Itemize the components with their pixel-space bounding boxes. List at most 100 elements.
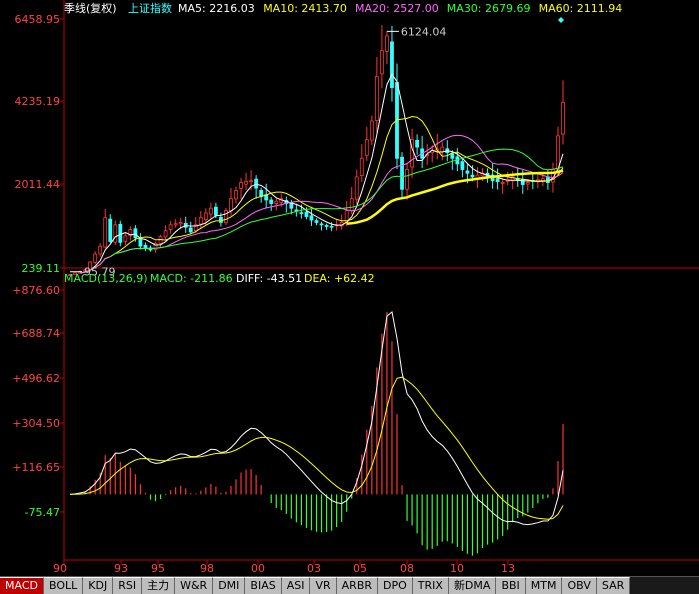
ma-line bbox=[109, 148, 564, 258]
candle-body bbox=[274, 200, 279, 204]
diff-line bbox=[69, 310, 564, 526]
candle-body bbox=[510, 176, 515, 182]
candle-body bbox=[329, 225, 334, 228]
ma-legend-item: MA5: 2216.03 bbox=[178, 2, 255, 15]
candle-body bbox=[143, 244, 148, 249]
candle-body bbox=[294, 209, 299, 212]
candle-body bbox=[234, 190, 238, 200]
candle-body bbox=[168, 224, 173, 230]
candle-body bbox=[319, 223, 324, 226]
ma-legend-item: MA10: 2413.70 bbox=[263, 2, 347, 15]
candle-body bbox=[400, 156, 404, 190]
tab-bbi[interactable]: BBI bbox=[496, 577, 526, 594]
price-tick-label: 6458.95 bbox=[15, 13, 61, 26]
candle-body bbox=[390, 41, 394, 88]
candle-body bbox=[385, 35, 389, 52]
chart-frame bbox=[60, 0, 699, 565]
macd-tick-label: +304.50 bbox=[12, 417, 60, 430]
symbol-label: 上证指数 bbox=[128, 1, 172, 15]
macd-tick-label: +116.65 bbox=[12, 461, 60, 474]
tab-boll[interactable]: BOLL bbox=[43, 577, 84, 594]
candle-body bbox=[183, 222, 188, 228]
candle-body bbox=[213, 206, 218, 216]
price-tick-label: 239.11 bbox=[22, 262, 61, 275]
tab-obv[interactable]: OBV bbox=[562, 577, 597, 594]
tab-dma[interactable]: 新DMA bbox=[448, 577, 497, 594]
x-tick-label: 90 bbox=[53, 562, 67, 575]
x-tick-label: 05 bbox=[353, 562, 367, 575]
tab-w-r[interactable]: W&R bbox=[175, 577, 214, 594]
candle-body bbox=[138, 238, 143, 247]
candle-body bbox=[153, 242, 158, 251]
annotation-label: 6124.04 bbox=[401, 25, 447, 38]
tab-rsi[interactable]: RSI bbox=[113, 577, 143, 594]
x-tick-label: 95 bbox=[151, 562, 165, 575]
macd-tick-label: -75.47 bbox=[25, 506, 60, 519]
candle-body bbox=[324, 225, 329, 227]
candle-body bbox=[450, 153, 455, 159]
tab-bias[interactable]: BIAS bbox=[245, 577, 282, 594]
macd-label: MACD(13,26,9) bbox=[64, 272, 148, 285]
candle-body bbox=[113, 224, 118, 243]
candle-body bbox=[354, 176, 359, 200]
macd-tick-label: +496.62 bbox=[12, 372, 60, 385]
candle-body bbox=[465, 170, 470, 174]
candle-body bbox=[239, 182, 243, 189]
x-tick-label: 13 bbox=[501, 562, 515, 575]
tab-trix[interactable]: TRIX bbox=[412, 577, 449, 594]
tab-dpo[interactable]: DPO bbox=[378, 577, 413, 594]
x-tick-label: 10 bbox=[450, 562, 464, 575]
latest-marker bbox=[558, 17, 564, 23]
candle-body bbox=[415, 140, 420, 148]
candle-body bbox=[254, 178, 259, 189]
candle-body bbox=[93, 253, 98, 263]
candle-body bbox=[198, 217, 203, 225]
candle-body bbox=[244, 181, 248, 185]
candle-body bbox=[405, 169, 409, 190]
tab-sar[interactable]: SAR bbox=[596, 577, 631, 594]
candle-body bbox=[259, 189, 264, 197]
candle-body bbox=[178, 222, 183, 225]
tab-[interactable]: 主力 bbox=[142, 577, 176, 594]
candle-body bbox=[369, 120, 374, 141]
macd-tick-label: +688.74 bbox=[12, 327, 60, 340]
tab-asi[interactable]: ASI bbox=[281, 577, 311, 594]
candle-body bbox=[128, 229, 133, 237]
moving-average-lines bbox=[80, 73, 564, 274]
tab-vr[interactable]: VR bbox=[310, 577, 337, 594]
dea-line bbox=[69, 376, 564, 520]
tab-arbr[interactable]: ARBR bbox=[336, 577, 379, 594]
annotation-label: 95.79 bbox=[84, 266, 116, 279]
macd-value: MACD: -211.86 bbox=[150, 272, 233, 285]
candle-body bbox=[219, 216, 223, 223]
candle-body bbox=[561, 101, 565, 135]
x-tick-label: 08 bbox=[400, 562, 414, 575]
candle-body bbox=[193, 224, 198, 232]
axis-labels: 6458.95 4235.19 2011.44 239.11 +876.60 +688.7… bbox=[12, 13, 564, 575]
candle-body bbox=[188, 227, 193, 233]
candle-body bbox=[249, 180, 254, 183]
candle-body bbox=[108, 218, 113, 242]
candle-body bbox=[208, 207, 213, 215]
ma-line bbox=[346, 169, 564, 225]
ma-line bbox=[80, 115, 564, 274]
tab-mtm[interactable]: MTM bbox=[525, 577, 563, 594]
tab-dmi[interactable]: DMI bbox=[213, 577, 246, 594]
candle-body bbox=[470, 174, 475, 178]
tab-macd[interactable]: MACD bbox=[0, 577, 44, 594]
ma-legend-item: MA60: 2111.94 bbox=[539, 2, 623, 15]
macd-lines bbox=[69, 310, 564, 526]
candle-body bbox=[374, 76, 379, 121]
candle-body bbox=[224, 210, 228, 224]
x-tick-label: 98 bbox=[200, 562, 214, 575]
x-tick-label: 03 bbox=[307, 562, 321, 575]
tab-kdj[interactable]: KDJ bbox=[83, 577, 114, 594]
indicator-tab-bar: MACD BOLL KDJ RSI 主力 W&R DMI BIAS ASI VR ARBR DPO TR… bbox=[0, 576, 699, 594]
dea-value: DEA: +62.42 bbox=[304, 272, 375, 285]
macd-tick-label: +876.60 bbox=[12, 284, 60, 297]
candle-body bbox=[163, 230, 168, 238]
x-tick-label: 00 bbox=[251, 562, 265, 575]
candle-body bbox=[500, 182, 505, 184]
candle-body bbox=[520, 178, 525, 185]
